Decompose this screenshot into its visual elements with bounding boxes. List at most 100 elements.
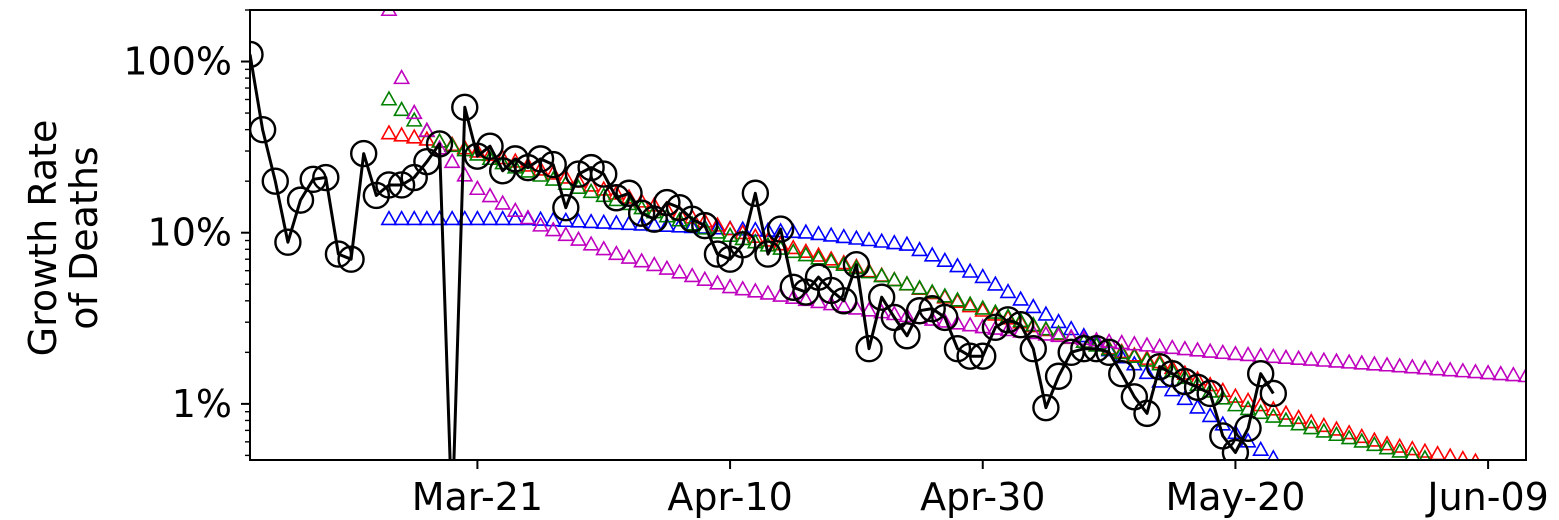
- triangle-marker: [532, 160, 550, 176]
- triangle-marker: [860, 301, 878, 317]
- triangle-marker: [683, 267, 701, 283]
- triangle-marker: [405, 128, 423, 144]
- triangle-marker: [822, 252, 840, 268]
- triangle-marker: [431, 210, 448, 226]
- triangle-marker: [443, 136, 461, 153]
- triangle-marker: [1151, 337, 1169, 353]
- series-3: [380, 10, 1526, 383]
- triangle-marker: [1239, 346, 1257, 362]
- x-tick-label: Apr-30: [920, 475, 1045, 519]
- triangle-marker: [961, 316, 979, 332]
- triangle-marker: [633, 252, 651, 268]
- triangle-marker: [986, 275, 1004, 291]
- circle-marker: [425, 130, 454, 158]
- triangle-marker: [506, 210, 524, 226]
- triangle-marker: [923, 283, 941, 299]
- circle-marker: [842, 251, 871, 279]
- triangle-marker: [1353, 354, 1371, 370]
- triangle-marker: [582, 213, 600, 229]
- triangle-marker: [557, 168, 575, 184]
- triangle-marker: [569, 230, 587, 246]
- circle-marker: [1082, 335, 1111, 363]
- triangle-marker: [607, 214, 625, 230]
- circle-marker: [552, 193, 580, 222]
- triangle-marker: [1125, 335, 1143, 351]
- triangle-marker: [494, 194, 512, 210]
- triangle-marker: [658, 216, 676, 232]
- triangle-marker: [797, 246, 815, 262]
- triangle-marker: [582, 182, 600, 199]
- triangle-marker: [885, 234, 903, 250]
- triangle-marker: [1037, 305, 1055, 321]
- triangle-marker: [948, 291, 966, 307]
- triangle-marker: [393, 68, 411, 85]
- triangle-marker: [481, 187, 499, 203]
- triangle-marker: [948, 257, 966, 273]
- triangle-marker: [784, 242, 802, 259]
- triangle-marker: [1328, 420, 1345, 436]
- triangle-marker: [607, 191, 625, 207]
- triangle-marker: [1252, 403, 1270, 420]
- triangle-marker: [633, 215, 651, 231]
- circle-marker: [779, 273, 807, 301]
- triangle-marker: [708, 219, 726, 235]
- triangle-marker: [797, 223, 815, 239]
- triangle-marker: [519, 210, 537, 226]
- y-axis-label-line1: Growth Rate: [21, 120, 65, 357]
- triangle-marker: [544, 211, 562, 227]
- plot-frame: [249, 9, 1527, 461]
- triangle-marker: [1024, 316, 1042, 332]
- triangle-marker: [961, 295, 979, 311]
- y-tick-label: 10%: [148, 211, 232, 255]
- triangle-marker: [1264, 400, 1282, 416]
- circle-marker: [590, 160, 618, 188]
- triangle-marker: [1378, 439, 1396, 455]
- circle-marker: [1032, 393, 1060, 422]
- triangle-marker: [1302, 413, 1320, 429]
- circle-marker: [691, 211, 719, 240]
- triangle-marker: [1479, 364, 1497, 380]
- triangle-marker: [1492, 365, 1510, 381]
- triangle-marker: [607, 244, 625, 261]
- triangle-marker: [380, 10, 398, 17]
- triangle-marker: [873, 232, 891, 248]
- triangle-marker: [1189, 341, 1207, 357]
- triangle-marker: [810, 246, 828, 262]
- triangle-marker: [1267, 449, 1280, 460]
- triangle-marker: [999, 283, 1017, 299]
- triangle-marker: [1517, 367, 1526, 383]
- triangle-marker: [595, 240, 613, 256]
- triangle-marker: [1353, 427, 1371, 444]
- triangle-marker: [1277, 404, 1295, 420]
- triangle-marker: [532, 210, 550, 226]
- triangle-marker: [468, 210, 486, 226]
- circle-marker: [1019, 335, 1047, 363]
- triangle-marker: [1290, 408, 1308, 425]
- triangle-marker: [784, 239, 802, 255]
- triangle-marker: [1264, 347, 1282, 364]
- circle-marker: [1221, 438, 1250, 460]
- triangle-marker: [1037, 321, 1055, 337]
- circle-marker: [867, 283, 896, 311]
- x-tick-label: Mar-21: [412, 475, 543, 519]
- triangle-marker: [784, 222, 802, 239]
- triangle-marker: [1125, 347, 1143, 363]
- circle-marker: [1246, 360, 1275, 388]
- triangle-marker: [860, 231, 878, 247]
- series-2: [380, 90, 1431, 460]
- triangle-marker: [784, 288, 802, 305]
- triangle-marker: [620, 248, 638, 264]
- circle-marker: [312, 163, 340, 192]
- triangle-marker: [810, 225, 828, 241]
- observed-line: [250, 54, 1275, 460]
- triangle-marker: [1315, 422, 1333, 438]
- triangle-marker: [1403, 358, 1421, 374]
- triangle-marker: [696, 270, 714, 286]
- triangle-marker: [936, 287, 954, 303]
- circle-marker: [994, 306, 1022, 334]
- triangle-marker: [494, 210, 512, 226]
- triangle-marker: [1176, 340, 1194, 356]
- triangle-marker: [418, 210, 436, 226]
- triangle-marker: [506, 201, 524, 218]
- triangle-marker: [1340, 353, 1358, 369]
